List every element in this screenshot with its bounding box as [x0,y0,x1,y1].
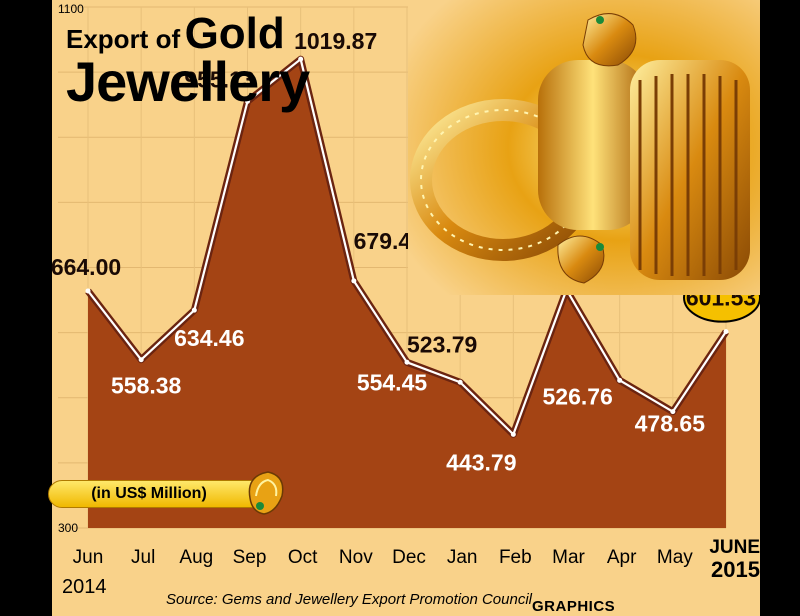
data-label: 443.79 [446,449,516,475]
area-fill [88,59,726,528]
data-label: 526.76 [542,383,612,409]
data-point [85,288,91,294]
x-tick-label: Mar [552,547,585,568]
x-tick-label: Jan [447,547,478,568]
data-point [245,98,250,104]
x-tick-label: Jun [73,547,104,568]
title-prefix: Export of [66,24,181,54]
title-line2: Jewellery [66,50,310,113]
x-tick-label: Nov [339,547,373,568]
x-tick-label: Aug [179,547,213,568]
data-point [404,359,410,365]
data-point [510,431,516,437]
source-note: Source: Gems and Jewellery Export Promot… [166,591,532,608]
y-tick-label: 300 [58,521,78,535]
data-point [617,377,623,383]
data-label: 558.38 [111,373,182,399]
data-label: 634.46 [174,325,244,351]
data-point [138,357,144,363]
jewellery-illustration [408,0,760,295]
x-tick-label: Apr [607,547,637,568]
gold-ornament-icon [248,471,284,515]
x-tick-label: Feb [499,547,532,568]
data-point [298,56,304,62]
data-label: 1019.87 [294,28,377,54]
data-point [457,379,463,385]
data-point [723,329,729,335]
start-year: 2014 [62,576,107,598]
data-label: 523.79 [407,331,477,357]
data-label: 478.65 [635,411,706,437]
y-tick-label: 1100 [58,2,84,16]
data-point [191,307,197,313]
x-tick-label: May [657,547,693,568]
end-month: JUNE [709,537,760,558]
end-period: JUNE 2015 [700,538,760,581]
data-label: 554.45 [357,369,428,395]
data-label: 955.13 [184,66,254,92]
x-tick-label: Dec [392,547,426,568]
unit-label: (in US$ Million) [91,485,207,502]
data-point [670,409,676,415]
data-point [351,278,357,284]
x-tick-label: Oct [288,547,318,568]
gold-jewellery-image [408,0,760,295]
x-tick-label: Sep [233,547,267,568]
x-tick-label: Jul [131,547,155,568]
data-label: 664.00 [51,254,121,280]
end-year: 2015 [711,556,760,582]
title-emphasis: Gold [184,9,285,58]
graphics-logo: GRAPHICS [532,598,616,615]
chart-title: Export of Gold Jewellery [66,9,310,113]
